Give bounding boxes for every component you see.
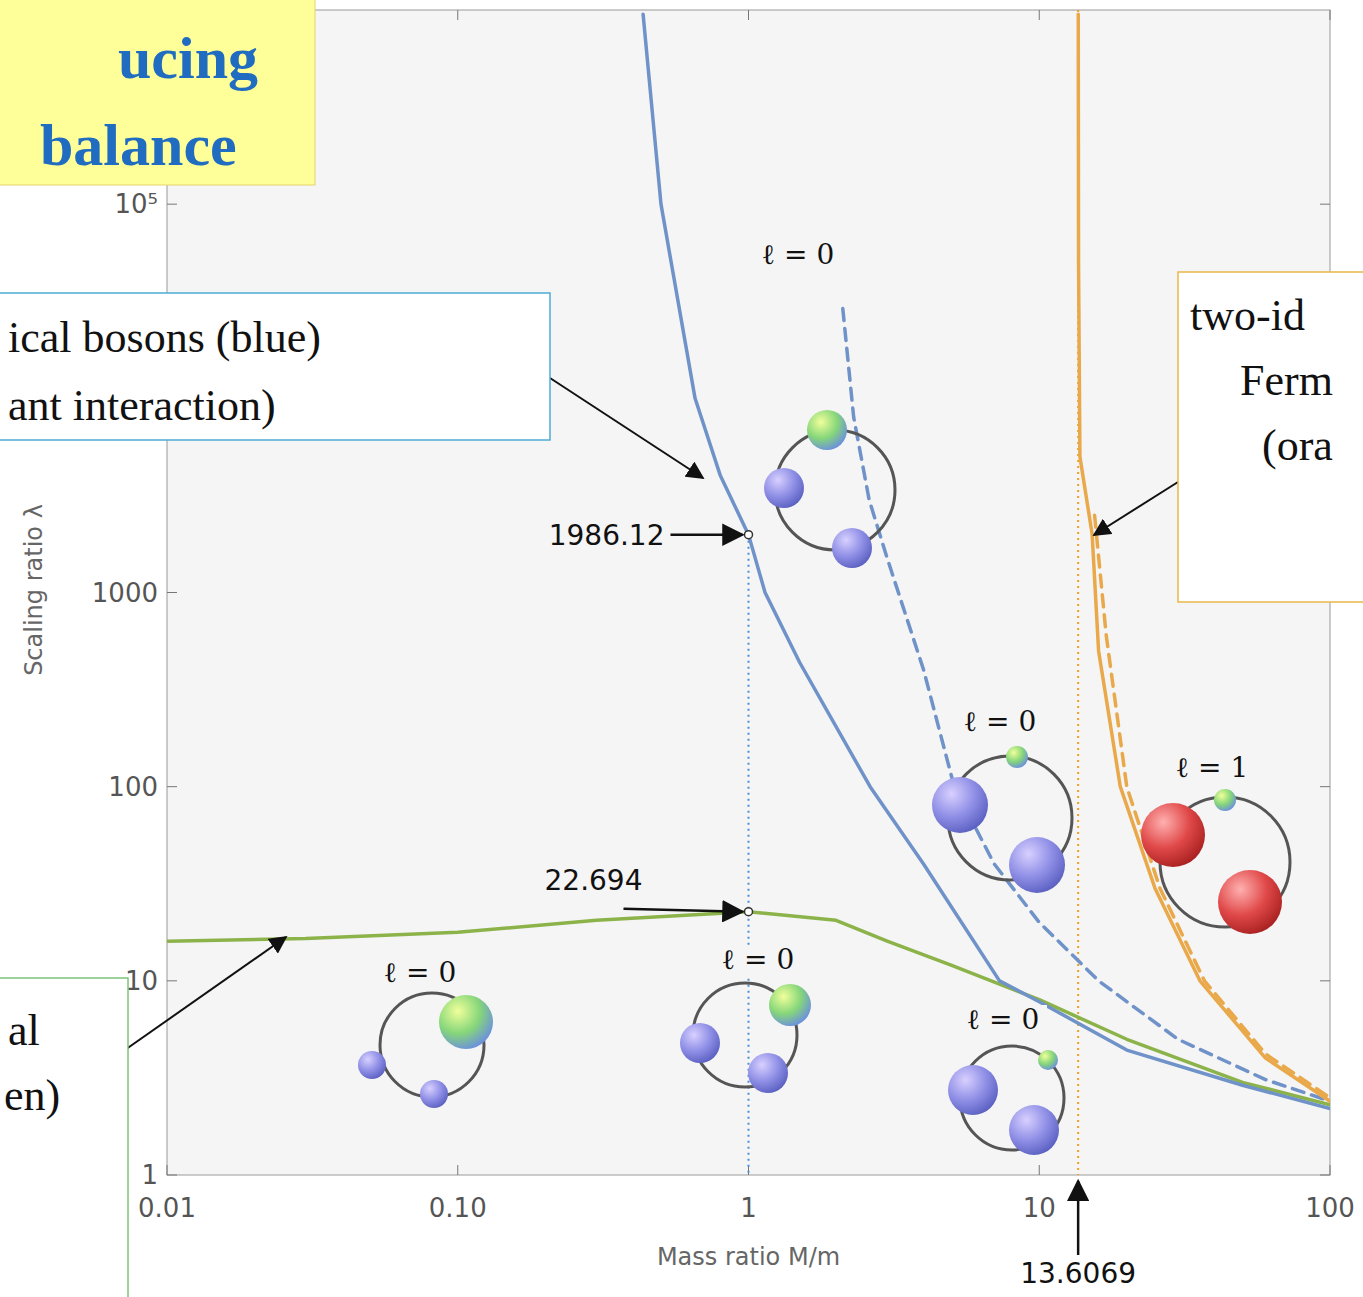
particle bbox=[439, 995, 493, 1049]
x-tick-label: 100 bbox=[1305, 1193, 1355, 1223]
x-tick-label: 0.01 bbox=[138, 1193, 196, 1223]
particle bbox=[769, 984, 811, 1026]
callout-box bbox=[0, 978, 128, 1297]
marker-label: 22.694 bbox=[545, 864, 643, 897]
callout: al en) bbox=[0, 937, 286, 1297]
ring-diagram bbox=[932, 746, 1072, 893]
y-tick-label: 10 bbox=[125, 966, 158, 996]
angular-momentum-label: ℓ = 0 bbox=[967, 1003, 1040, 1036]
y-tick bbox=[167, 204, 177, 205]
callout-text: al bbox=[8, 1006, 40, 1055]
title-box: ucing balance bbox=[0, 0, 315, 185]
y-tick-label: 10⁵ bbox=[114, 189, 158, 219]
particle bbox=[1009, 837, 1065, 893]
ring-diagram bbox=[764, 410, 895, 568]
ring-diagram bbox=[680, 983, 811, 1093]
series-line bbox=[167, 912, 1330, 1105]
callout-text: ant interaction) bbox=[8, 381, 276, 430]
particle bbox=[748, 1053, 788, 1093]
y-axis-title: Scaling ratio λ bbox=[20, 504, 48, 676]
particle bbox=[1009, 1105, 1059, 1155]
y-tick-right bbox=[1320, 980, 1330, 981]
marker-arrow bbox=[671, 533, 743, 536]
callout-arrow bbox=[550, 378, 703, 478]
threshold-arrow bbox=[1077, 1181, 1080, 1255]
x-tick-label: 0.10 bbox=[429, 1193, 487, 1223]
background bbox=[0, 0, 1363, 1297]
callout-arrow bbox=[1094, 482, 1178, 535]
callout-text: two-id bbox=[1190, 291, 1305, 340]
particle bbox=[764, 468, 804, 508]
x-tick-top bbox=[1330, 10, 1331, 20]
y-tick-right bbox=[1320, 1175, 1330, 1176]
marker-label: 1986.12 bbox=[549, 519, 665, 552]
particle bbox=[1141, 803, 1205, 867]
marker-point bbox=[745, 531, 753, 539]
x-tick bbox=[1330, 1165, 1331, 1175]
callout-text: ical bosons (blue) bbox=[8, 313, 321, 362]
callout-box bbox=[0, 293, 550, 440]
x-tick bbox=[457, 1165, 458, 1175]
title-background bbox=[0, 0, 315, 185]
y-tick-right bbox=[1320, 204, 1330, 205]
angular-momentum-label: ℓ = 0 bbox=[722, 943, 795, 976]
angular-momentum-label: ℓ = 0 bbox=[964, 705, 1037, 738]
callout: two-id Ferm (ora bbox=[1094, 272, 1363, 602]
title: ucing bbox=[118, 25, 258, 91]
chart: 0.01 0.10 1 10 100 1 10 100 1000 10⁵ Mass ratio M/… bbox=[0, 0, 1363, 1297]
y-tick-right bbox=[1320, 786, 1330, 787]
particle bbox=[680, 1023, 720, 1063]
angular-momentum-label: ℓ = 0 bbox=[384, 956, 457, 989]
ring-diagram bbox=[358, 993, 493, 1108]
x-tick-top bbox=[1039, 10, 1040, 20]
ring-diagram bbox=[948, 1046, 1064, 1155]
plot-data bbox=[167, 10, 1330, 1175]
particle bbox=[358, 1051, 386, 1079]
callout-arrow bbox=[122, 937, 286, 1052]
particle bbox=[420, 1080, 448, 1108]
x-tick bbox=[167, 1165, 168, 1175]
callout-text: en) bbox=[4, 1071, 60, 1120]
y-tick bbox=[167, 592, 177, 593]
callout-text: (ora bbox=[1262, 421, 1333, 470]
y-tick-label: 1 bbox=[141, 1160, 158, 1190]
angular-momentum-label: ℓ = 0 bbox=[762, 238, 835, 271]
particle bbox=[1218, 870, 1282, 934]
ring-diagram bbox=[1141, 789, 1290, 934]
particle bbox=[932, 777, 988, 833]
particle bbox=[1214, 789, 1236, 811]
x-tick-label: 10 bbox=[1023, 1193, 1056, 1223]
x-axis-title: Mass ratio M/m bbox=[657, 1243, 840, 1271]
particle bbox=[1038, 1050, 1058, 1070]
plot-frame bbox=[167, 10, 1330, 1175]
angular-momentum-label: ℓ = 1 bbox=[1176, 751, 1249, 784]
particle bbox=[807, 410, 847, 450]
x-tick-top bbox=[457, 10, 458, 20]
marker-point bbox=[745, 908, 753, 916]
y-tick bbox=[167, 1175, 177, 1176]
x-tick-label: 1 bbox=[740, 1193, 757, 1223]
x-tick bbox=[1039, 1165, 1040, 1175]
y-tick-label: 1000 bbox=[92, 578, 158, 608]
callout-text: Ferm bbox=[1240, 356, 1333, 405]
x-tick-top bbox=[748, 10, 749, 20]
particle bbox=[1006, 746, 1028, 768]
y-tick-label: 100 bbox=[108, 772, 158, 802]
threshold-label: 13.6069 bbox=[1020, 1257, 1136, 1290]
title: balance bbox=[40, 112, 237, 178]
y-tick bbox=[167, 980, 177, 981]
y-tick bbox=[167, 786, 177, 787]
marker-arrow bbox=[624, 909, 743, 912]
particle bbox=[948, 1065, 998, 1115]
particle bbox=[832, 528, 872, 568]
callout-box bbox=[1178, 272, 1363, 602]
callout: ical bosons (blue) ant interaction) bbox=[0, 293, 703, 478]
